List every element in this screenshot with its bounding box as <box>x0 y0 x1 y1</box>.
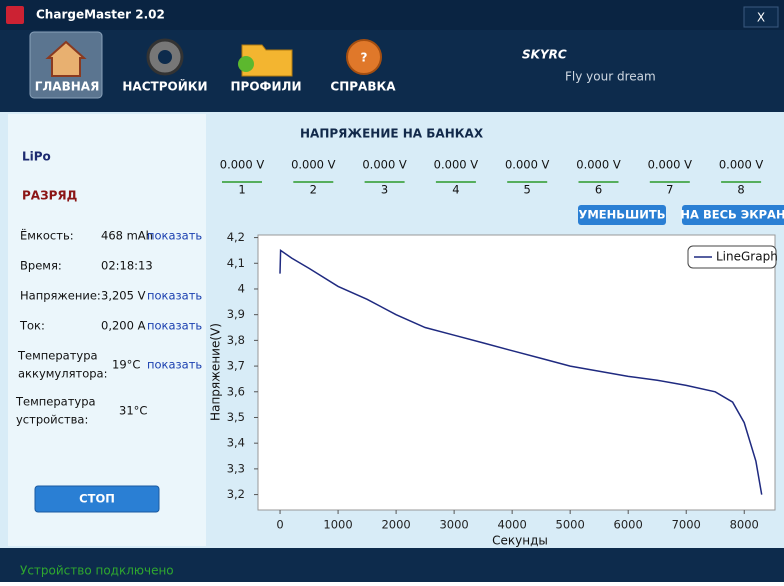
stop-button[interactable] <box>34 485 160 513</box>
show-link[interactable]: показать <box>147 289 202 303</box>
field-value: 19°C <box>112 358 140 372</box>
close-label: X <box>757 11 765 25</box>
x-tick-label: 2000 <box>381 518 410 532</box>
x-tick-label: 8000 <box>730 518 759 532</box>
field-label: устройства: <box>16 413 88 427</box>
x-tick-label: 5000 <box>556 518 585 532</box>
x-tick-label: 0 <box>276 518 283 532</box>
app-title: ChargeMaster 2.02 <box>36 8 165 22</box>
slogan: Fly your dream <box>565 70 656 84</box>
cell-number: 4 <box>452 183 459 197</box>
field-label: аккумулятора: <box>18 367 107 381</box>
show-link[interactable]: показать <box>147 229 202 243</box>
legend <box>687 245 777 269</box>
cell-voltage: 0.000 V <box>505 158 550 172</box>
field-label: Температура <box>17 349 98 363</box>
cell-voltage: 0.000 V <box>362 158 407 172</box>
help-glyph: ? <box>361 51 368 65</box>
field-value: 02:18:13 <box>101 259 153 273</box>
fullscreen-button[interactable] <box>682 205 784 225</box>
field-label: Время: <box>20 259 62 273</box>
y-tick-label: 3,2 <box>227 487 245 501</box>
y-tick-label: 3,6 <box>227 384 245 398</box>
app-icon <box>6 6 24 24</box>
cell-number: 8 <box>737 183 744 197</box>
field-value: 468 mAh <box>101 229 153 243</box>
y-tick-label: 4,2 <box>227 230 245 244</box>
left-panel <box>8 114 206 546</box>
show-link[interactable]: показать <box>147 358 202 372</box>
x-tick-label: 3000 <box>439 518 468 532</box>
cell-number: 5 <box>524 183 531 197</box>
cell-voltage: 0.000 V <box>291 158 336 172</box>
nav-item[interactable]: ГЛАВНАЯ <box>35 80 100 94</box>
y-tick-label: 4,1 <box>227 256 245 270</box>
nav-item[interactable]: НАСТРОЙКИ <box>122 79 207 94</box>
field-label: Ёмкость: <box>20 228 74 243</box>
cell-number: 3 <box>381 183 388 197</box>
battery-type: LiPo <box>22 150 51 164</box>
x-tick-label: 1000 <box>323 518 352 532</box>
field-value: 31°C <box>119 404 147 418</box>
cell-number: 1 <box>238 183 245 197</box>
field-label: Температура <box>15 395 96 409</box>
field-value: 0,200 A <box>101 319 146 333</box>
cell-voltage: 0.000 V <box>719 158 764 172</box>
zoom-out-label: УМЕНЬШИТЬ <box>579 208 666 222</box>
y-tick-label: 3,7 <box>227 359 245 373</box>
home-icon[interactable] <box>45 40 87 77</box>
title-bar <box>0 0 784 30</box>
logo: SKYRC <box>522 48 567 62</box>
zoom-out-button[interactable] <box>578 205 666 225</box>
plot-area <box>257 234 776 511</box>
cell-number: 7 <box>666 183 673 197</box>
help-icon[interactable] <box>346 39 382 75</box>
cell-voltage: 0.000 V <box>648 158 693 172</box>
y-tick-label: 3,3 <box>227 461 245 475</box>
cell-number: 2 <box>310 183 317 197</box>
x-tick-label: 7000 <box>672 518 701 532</box>
y-tick-label: 3,4 <box>227 436 245 450</box>
cell-voltage: 0.000 V <box>576 158 621 172</box>
y-tick-label: 3,8 <box>227 333 245 347</box>
data-line <box>279 248 763 495</box>
x-tick-label: 6000 <box>614 518 643 532</box>
status-bar <box>0 560 784 582</box>
x-tick-label: 4000 <box>498 518 527 532</box>
nav-item[interactable]: ПРОФИЛИ <box>231 80 302 94</box>
close-button[interactable] <box>743 6 779 28</box>
fullscreen-label: НА ВЕСЬ ЭКРАН <box>680 208 784 222</box>
nav-item[interactable]: СПРАВКА <box>330 80 396 94</box>
field-value: 3,205 V <box>101 289 146 303</box>
y-tick-label: 4 <box>238 281 245 295</box>
legend-label: LineGraph <box>716 250 778 264</box>
status-text: Устройство подключено <box>20 564 174 578</box>
mode: РАЗРЯД <box>22 189 77 203</box>
folder-icon[interactable] <box>241 44 293 77</box>
y-axis-title: Напряжение(V) <box>209 323 223 421</box>
settings-icon-hole <box>158 50 172 64</box>
show-link[interactable]: показать <box>147 319 202 333</box>
cell-number: 6 <box>595 183 602 197</box>
x-axis-title: Секунды <box>492 534 548 548</box>
stop-label: СТОП <box>79 492 115 506</box>
folder-plus <box>238 56 254 72</box>
y-tick-label: 3,5 <box>227 410 245 424</box>
field-label: Напряжение: <box>20 289 101 303</box>
chart-title: НАПРЯЖЕНИЕ НА БАНКАХ <box>300 127 484 141</box>
cell-voltage: 0.000 V <box>220 158 265 172</box>
cell-voltage: 0.000 V <box>434 158 479 172</box>
field-label: Ток: <box>19 319 45 333</box>
y-tick-label: 3,9 <box>227 307 245 321</box>
